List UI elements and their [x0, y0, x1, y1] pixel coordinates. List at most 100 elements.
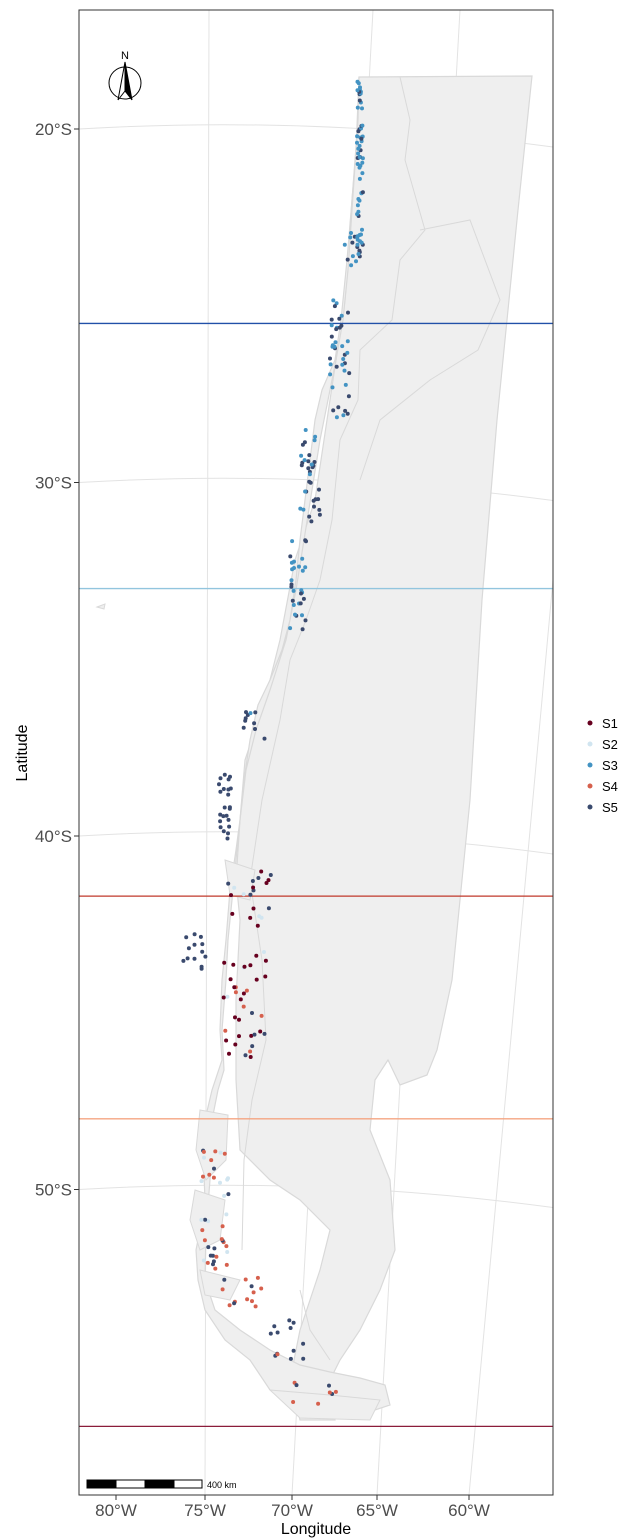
y-tick-label: 50°S [35, 1181, 72, 1200]
legend-key [587, 762, 593, 768]
occurrence-point [334, 415, 339, 420]
occurrence-point [206, 1245, 211, 1250]
occurrence-point [342, 242, 347, 247]
occurrence-point [346, 394, 351, 399]
occurrence-point [312, 504, 316, 509]
occurrence-point [222, 805, 227, 810]
occurrence-point [357, 248, 362, 253]
occurrence-point [303, 428, 308, 432]
x-tick-label: 70°W [271, 1501, 313, 1520]
occurrence-point [266, 906, 271, 911]
occurrence-point [198, 934, 203, 939]
occurrence-point [207, 1172, 212, 1177]
occurrence-point [291, 1320, 296, 1325]
occurrence-point [252, 1032, 257, 1037]
occurrence-point [294, 1383, 299, 1388]
occurrence-point [307, 472, 312, 477]
north-arrow: N [108, 50, 142, 101]
occurrence-point [330, 385, 335, 390]
legend-key [587, 720, 593, 726]
occurrence-point [316, 1401, 321, 1406]
occurrence-point [233, 1042, 238, 1047]
occurrence-point [199, 1179, 204, 1184]
legend-key [587, 741, 593, 747]
occurrence-point [227, 1051, 231, 1056]
occurrence-points [181, 79, 365, 1406]
occurrence-point [350, 254, 355, 259]
occurrence-point [233, 1015, 237, 1020]
occurrence-point [293, 612, 297, 617]
occurrence-point [256, 876, 261, 880]
occurrence-point [218, 812, 223, 817]
occurrence-point [303, 565, 308, 570]
occurrence-point [307, 453, 312, 458]
occurrence-point [245, 1297, 250, 1302]
occurrence-point [227, 824, 232, 829]
meridian-line [468, 579, 553, 1495]
occurrence-point [343, 382, 348, 387]
occurrence-point [220, 1287, 225, 1292]
occurrence-point [255, 1275, 260, 1280]
occurrence-point [243, 716, 248, 721]
occurrence-point [299, 453, 304, 458]
occurrence-point [250, 879, 255, 883]
occurrence-point [359, 240, 364, 245]
occurrence-point [238, 997, 243, 1002]
occurrence-point [219, 1237, 224, 1242]
occurrence-point [259, 1286, 264, 1291]
occurrence-point [252, 721, 257, 726]
occurrence-point [360, 190, 365, 195]
occurrence-point [350, 240, 355, 245]
occurrence-point [230, 911, 235, 916]
occurrence-point [312, 460, 317, 464]
occurrence-point [200, 942, 205, 947]
occurrence-point [211, 1262, 215, 1267]
occurrence-point [251, 1290, 256, 1295]
occurrence-point [222, 1151, 227, 1156]
occurrence-point [356, 151, 361, 156]
y-axis-title: Latitude [14, 724, 31, 781]
occurrence-point [303, 618, 308, 623]
occurrence-point [288, 1356, 293, 1361]
occurrence-point [192, 932, 197, 937]
occurrence-point [328, 356, 332, 361]
occurrence-point [254, 953, 259, 958]
occurrence-point [243, 1053, 248, 1058]
occurrence-point [329, 334, 334, 339]
occurrence-point [355, 212, 360, 217]
occurrence-point [345, 350, 350, 355]
occurrence-point [224, 1244, 229, 1249]
occurrence-point [213, 1266, 218, 1271]
occurrence-point [327, 1390, 332, 1395]
occurrence-point [272, 1324, 277, 1329]
occurrence-point [299, 588, 304, 593]
occurrence-point [222, 960, 227, 965]
occurrence-point [201, 1149, 206, 1154]
occurrence-point [357, 98, 362, 103]
x-axis-title: Longitude [281, 1521, 351, 1538]
occurrence-point [329, 323, 334, 328]
occurrence-point [291, 588, 296, 593]
occurrence-point [291, 1400, 296, 1404]
occurrence-point [354, 259, 358, 264]
occurrence-point [221, 995, 226, 1000]
occurrence-point [275, 1352, 280, 1357]
occurrence-point [225, 836, 230, 841]
x-tick-label: 65°W [356, 1501, 398, 1520]
occurrence-point [218, 825, 223, 830]
occurrence-point [226, 831, 230, 836]
occurrence-point [300, 627, 305, 632]
legend: S1 S2 S3 S4 S5 [587, 716, 618, 815]
occurrence-point [225, 1250, 230, 1254]
occurrence-point [360, 123, 365, 128]
occurrence-point [237, 1017, 241, 1022]
occurrence-point [208, 1253, 213, 1258]
occurrence-point [186, 946, 191, 951]
occurrence-point [222, 1193, 227, 1198]
occurrence-point [226, 787, 231, 792]
occurrence-point [251, 885, 256, 890]
occurrence-point [268, 873, 273, 877]
occurrence-point [301, 1356, 306, 1361]
occurrence-point [181, 958, 186, 963]
occurrence-point [262, 1031, 267, 1036]
